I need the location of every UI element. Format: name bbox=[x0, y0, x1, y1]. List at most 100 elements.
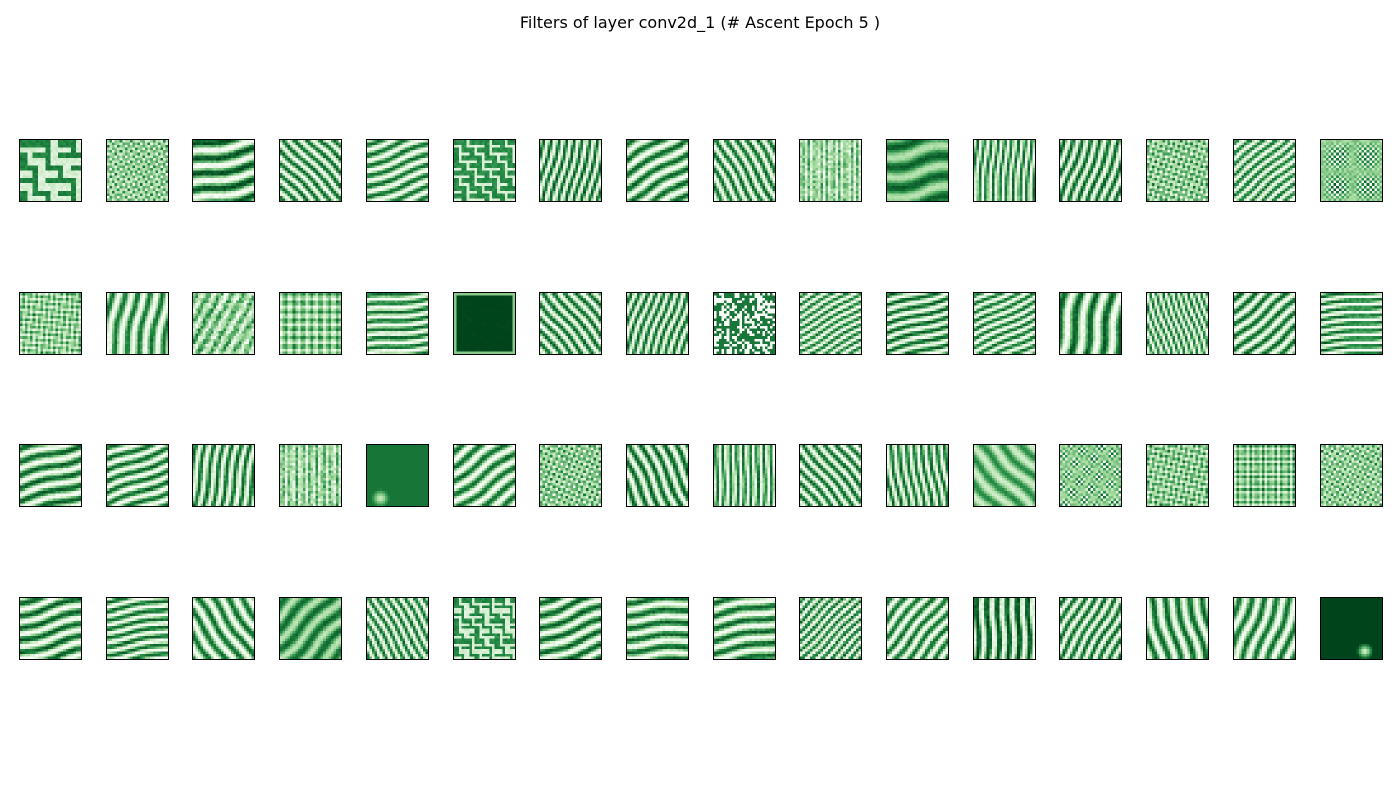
filter-tile bbox=[279, 292, 342, 355]
filter-tile bbox=[19, 444, 82, 507]
filter-image bbox=[20, 140, 81, 201]
filter-image bbox=[1321, 140, 1382, 201]
filter-tile bbox=[973, 139, 1036, 202]
filter-image bbox=[974, 293, 1035, 354]
filter-tile bbox=[799, 597, 862, 660]
filter-tile bbox=[366, 139, 429, 202]
filter-image bbox=[1234, 293, 1295, 354]
filter-tile bbox=[626, 292, 689, 355]
filter-tile bbox=[973, 292, 1036, 355]
filter-tile bbox=[366, 597, 429, 660]
filter-image bbox=[887, 445, 948, 506]
filter-tile bbox=[626, 444, 689, 507]
filter-image bbox=[107, 445, 168, 506]
filter-image bbox=[800, 293, 861, 354]
filter-image bbox=[1321, 598, 1382, 659]
filter-tile bbox=[1059, 292, 1122, 355]
filter-image bbox=[974, 598, 1035, 659]
filter-tile bbox=[192, 597, 255, 660]
filter-image bbox=[280, 293, 341, 354]
filter-tile bbox=[453, 597, 516, 660]
filter-tile bbox=[1320, 292, 1383, 355]
filter-tile bbox=[799, 139, 862, 202]
filter-image bbox=[800, 140, 861, 201]
filter-image bbox=[714, 140, 775, 201]
filter-tile bbox=[1320, 597, 1383, 660]
filter-tile bbox=[1320, 139, 1383, 202]
filter-image bbox=[107, 598, 168, 659]
filter-image bbox=[974, 445, 1035, 506]
filter-image bbox=[107, 293, 168, 354]
filter-tile bbox=[279, 139, 342, 202]
filter-tile bbox=[1146, 597, 1209, 660]
filter-image bbox=[540, 140, 601, 201]
filter-tile bbox=[713, 292, 776, 355]
filter-image bbox=[540, 293, 601, 354]
filter-image bbox=[540, 445, 601, 506]
filter-tile bbox=[453, 292, 516, 355]
filter-image bbox=[107, 140, 168, 201]
filter-tile bbox=[1320, 444, 1383, 507]
filter-tile bbox=[192, 444, 255, 507]
filter-image bbox=[20, 598, 81, 659]
filter-tile bbox=[192, 139, 255, 202]
filter-image bbox=[1147, 445, 1208, 506]
filter-image bbox=[1321, 445, 1382, 506]
filter-image bbox=[367, 598, 428, 659]
filter-tile bbox=[1059, 597, 1122, 660]
filter-tile bbox=[366, 292, 429, 355]
filter-tile bbox=[713, 444, 776, 507]
filter-image bbox=[627, 445, 688, 506]
filter-image bbox=[1147, 598, 1208, 659]
filter-tile bbox=[1059, 444, 1122, 507]
filter-tile bbox=[799, 444, 862, 507]
filter-image bbox=[1060, 598, 1121, 659]
filter-image bbox=[20, 293, 81, 354]
filter-tile bbox=[886, 292, 949, 355]
filter-image bbox=[454, 445, 515, 506]
filter-image bbox=[800, 445, 861, 506]
filter-tile bbox=[886, 444, 949, 507]
filter-image bbox=[280, 445, 341, 506]
filter-image bbox=[627, 140, 688, 201]
filter-tile bbox=[106, 444, 169, 507]
filter-tile bbox=[539, 139, 602, 202]
filter-image bbox=[454, 293, 515, 354]
filter-image bbox=[1234, 445, 1295, 506]
filter-image bbox=[627, 598, 688, 659]
filter-tile bbox=[713, 597, 776, 660]
filter-image bbox=[800, 598, 861, 659]
filter-tile bbox=[453, 139, 516, 202]
filter-tile bbox=[366, 444, 429, 507]
filter-tile bbox=[539, 444, 602, 507]
filter-tile bbox=[453, 444, 516, 507]
filter-image bbox=[193, 445, 254, 506]
filter-tile bbox=[1146, 292, 1209, 355]
filter-image bbox=[367, 140, 428, 201]
filter-tile bbox=[19, 597, 82, 660]
filter-image bbox=[367, 293, 428, 354]
filter-image bbox=[974, 140, 1035, 201]
filter-image bbox=[454, 598, 515, 659]
filter-tile bbox=[1233, 139, 1296, 202]
filter-image bbox=[1060, 445, 1121, 506]
filter-image bbox=[280, 140, 341, 201]
filter-image bbox=[887, 140, 948, 201]
filter-image bbox=[714, 598, 775, 659]
filter-tile bbox=[1146, 139, 1209, 202]
figure-title: Filters of layer conv2d_1 (# Ascent Epoc… bbox=[519, 13, 881, 32]
filter-image bbox=[1234, 140, 1295, 201]
filter-image bbox=[1060, 293, 1121, 354]
filter-tile bbox=[106, 139, 169, 202]
filter-tile bbox=[626, 139, 689, 202]
filter-tile bbox=[973, 444, 1036, 507]
filter-image bbox=[1147, 140, 1208, 201]
filter-image bbox=[193, 140, 254, 201]
filter-tile bbox=[1146, 444, 1209, 507]
filter-image bbox=[20, 445, 81, 506]
filter-image bbox=[1060, 140, 1121, 201]
filter-tile bbox=[279, 597, 342, 660]
filter-image bbox=[714, 293, 775, 354]
filter-image bbox=[627, 293, 688, 354]
filter-image bbox=[887, 293, 948, 354]
